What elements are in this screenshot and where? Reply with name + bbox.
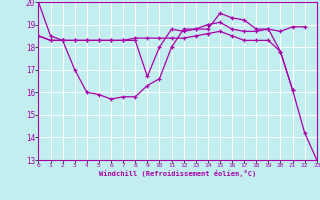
X-axis label: Windchill (Refroidissement éolien,°C): Windchill (Refroidissement éolien,°C)	[99, 170, 256, 177]
